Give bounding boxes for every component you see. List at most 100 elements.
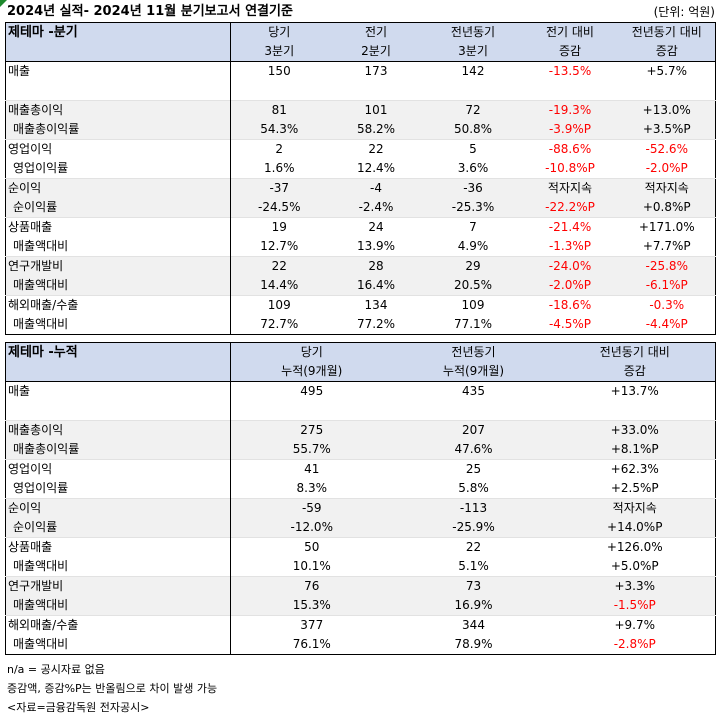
cumulative-value-cell: 적자지속 (554, 498, 716, 518)
quarterly-value-cell: -2.0%P (645, 161, 688, 175)
cumulative-header-top: 제테마 -누적 당기 전년동기 전년동기 대비 (5, 342, 716, 362)
cumulative-value-cell: +14.0%P (554, 518, 716, 538)
cumulative-value-cell: -59 (230, 498, 393, 518)
quarterly-value-cell: 20.5% (424, 276, 522, 296)
c-col-yoy-sub: 증감 (554, 362, 716, 382)
table-row (5, 81, 716, 101)
table-row: 매출총이익률 55.7% 47.6% +8.1%P (5, 440, 716, 460)
cumulative-value-cell: 495 (300, 384, 324, 398)
quarterly-value-cell: -0.3% (618, 295, 716, 315)
table-row: 연구개발비 76 73 +3.3% (5, 576, 716, 596)
cumulative-value-cell: 16.9% (392, 596, 555, 616)
row-label: 해외매출/수출 (5, 615, 231, 635)
quarterly-value-cell: 77.2% (356, 317, 396, 331)
q-col-prev-year-sub: 3분기 (424, 42, 522, 62)
cumulative-value-cell: -2.8%P (613, 637, 656, 651)
table-row: 상품매출 19 24 7 -21.4% +171.0% (5, 217, 716, 237)
table-row: 영업이익률 8.3% 5.8% +2.5%P (5, 479, 716, 499)
cumulative-value-cell: -113 (392, 498, 555, 518)
quarterly-value-cell: 142 (461, 64, 485, 78)
quarterly-value-cell: 72 (424, 100, 522, 120)
quarterly-value-cell: -4 (327, 178, 425, 198)
table-row: 매출총이익 81 101 72 -19.3% +13.0% (5, 100, 716, 120)
footnote-rounding: 증감액, 증감%P는 반올림으로 차이 발생 가능 (7, 682, 218, 695)
quarterly-value-cell: -10.8%P (545, 161, 595, 175)
cumulative-value-cell: 5.1% (458, 559, 489, 573)
c-col-prev-year-sub: 누적(9개월) (392, 362, 555, 382)
quarterly-value-cell: 81 (230, 100, 328, 120)
quarterly-value-cell: +7.7%P (642, 239, 691, 253)
quarterly-value-cell: 12.4% (356, 161, 396, 175)
table-row: 매출액대비 15.3% 16.9% -1.5%P (5, 596, 716, 616)
cumulative-value-cell: 25 (392, 459, 555, 479)
q-col-yoy-sub: 증감 (618, 42, 716, 62)
cell-corner-marker (0, 0, 7, 7)
quarterly-value-cell: 150 (267, 64, 291, 78)
q-col-current: 당기 (230, 22, 328, 42)
c-col-prev-year: 전년동기 (392, 342, 555, 362)
table-row: 매출액대비 14.4% 16.4% 20.5% -2.0%P -6.1%P (5, 276, 716, 296)
footnote-na: n/a = 공시자료 없음 (7, 663, 105, 676)
table-row: 매출액대비 12.7% 13.9% 4.9% -1.3%P +7.7%P (5, 237, 716, 257)
quarterly-value-cell: +0.8%P (618, 198, 716, 218)
cumulative-value-cell: 10.1% (292, 559, 331, 573)
cumulative-value-cell: -12.0% (230, 518, 393, 538)
quarterly-value-cell: 적자지속 (521, 178, 619, 198)
cumulative-value-cell: 377 (230, 615, 393, 635)
row-label: 매출액대비 (5, 315, 231, 335)
quarterly-value-cell: 22 (230, 256, 328, 276)
quarterly-value-cell: 109 (424, 295, 522, 315)
row-label: 상품매출 (5, 217, 231, 237)
quarterly-value-cell: 1.6% (264, 161, 295, 175)
quarterly-value-cell: -52.6% (618, 139, 716, 159)
row-label: 매출액대비 (5, 596, 231, 616)
cumulative-value-cell (231, 401, 393, 421)
quarterly-value-cell: 12.7% (260, 239, 299, 253)
quarterly-value-cell: 16.4% (327, 276, 425, 296)
cumulative-value-cell: +62.3% (554, 459, 716, 479)
q-col-qoq-sub: 증감 (521, 42, 619, 62)
row-label (5, 401, 231, 421)
quarterly-table: 제테마 -분기 당기 전기 전년동기 전기 대비 전년동기 대비 3분기 2분기… (5, 22, 716, 335)
quarterly-value-cell: -4.4%P (645, 317, 688, 331)
quarterly-value-cell: -36 (424, 178, 522, 198)
quarterly-value-cell: -13.5% (548, 64, 592, 78)
sheet-title: 2024년 실적- 2024년 11월 분기보고서 연결기준 (7, 4, 293, 19)
cumulative-value-cell: 47.6% (392, 440, 555, 460)
cumulative-value-cell: +8.1%P (554, 440, 716, 460)
quarterly-value-cell: -25.3% (424, 198, 522, 218)
cumulative-value-cell: +2.5%P (610, 481, 659, 495)
footnotes: n/a = 공시자료 없음 증감액, 증감%P는 반올림으로 차이 발생 가능 … (7, 660, 217, 717)
quarterly-value-cell: 24 (327, 217, 425, 237)
quarterly-value-cell: 134 (327, 295, 425, 315)
c-col-current-sub: 누적(9개월) (230, 362, 393, 382)
quarterly-value-cell: 적자지속 (618, 178, 716, 198)
quarterly-value-cell: 14.4% (230, 276, 328, 296)
row-label: 매출액대비 (5, 635, 231, 655)
quarterly-value-cell: -18.6% (521, 295, 619, 315)
quarterly-value-cell: 50.8% (424, 120, 522, 140)
cumulative-value-cell (393, 401, 555, 421)
row-label: 매출액대비 (5, 237, 231, 257)
row-label (5, 81, 231, 101)
quarterly-value-cell: 72.7% (260, 317, 299, 331)
quarterly-value-cell: -3.9%P (521, 120, 619, 140)
cumulative-value-cell: +33.0% (554, 420, 716, 440)
cumulative-value-cell: +13.7% (610, 384, 659, 398)
quarterly-value-cell (619, 81, 716, 101)
quarterly-value-cell: -19.3% (521, 100, 619, 120)
quarterly-value-cell: -2.4% (327, 198, 425, 218)
quarterly-value-cell: +5.7% (646, 64, 688, 78)
table-row: 해외매출/수출 109 134 109 -18.6% -0.3% (5, 295, 716, 315)
quarterly-value-cell: 2 (230, 139, 328, 159)
row-label: 매출총이익률 (5, 120, 231, 140)
row-label: 매출총이익 (5, 100, 231, 120)
row-label: 영업이익률 (5, 479, 231, 499)
row-label: 순이익률 (5, 198, 231, 218)
quarterly-value-cell: -24.5% (230, 198, 328, 218)
row-label: 영업이익 (5, 139, 231, 159)
cumulative-value-cell: 22 (392, 537, 555, 557)
cumulative-table: 제테마 -누적 당기 전년동기 전년동기 대비 누적(9개월) 누적(9개월) … (5, 342, 716, 655)
quarterly-value-cell: 19 (230, 217, 328, 237)
quarterly-value-cell: -6.1%P (618, 276, 716, 296)
